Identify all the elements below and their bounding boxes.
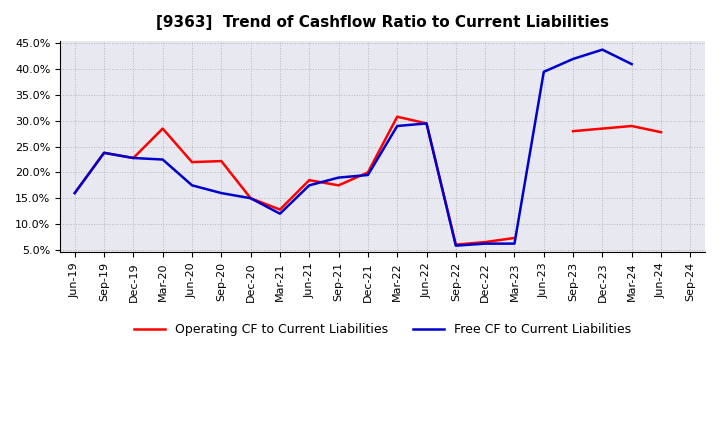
- Free CF to Current Liabilities: [569, 56, 577, 62]
- Free CF to Current Liabilities: [364, 172, 372, 178]
- Free CF to Current Liabilities: [334, 175, 343, 180]
- Free CF to Current Liabilities: [217, 191, 225, 196]
- Operating CF to Current Liabilities: [188, 159, 197, 165]
- Line: Operating CF to Current Liabilities: Operating CF to Current Liabilities: [75, 117, 515, 245]
- Free CF to Current Liabilities: [598, 47, 607, 52]
- Operating CF to Current Liabilities: [481, 239, 490, 245]
- Free CF to Current Liabilities: [276, 211, 284, 216]
- Free CF to Current Liabilities: [188, 183, 197, 188]
- Operating CF to Current Liabilities: [451, 242, 460, 247]
- Operating CF to Current Liabilities: [364, 170, 372, 175]
- Operating CF to Current Liabilities: [246, 196, 255, 201]
- Operating CF to Current Liabilities: [100, 150, 109, 155]
- Free CF to Current Liabilities: [246, 196, 255, 201]
- Operating CF to Current Liabilities: [129, 155, 138, 161]
- Free CF to Current Liabilities: [627, 62, 636, 67]
- Free CF to Current Liabilities: [71, 191, 79, 196]
- Free CF to Current Liabilities: [539, 69, 548, 74]
- Operating CF to Current Liabilities: [276, 207, 284, 212]
- Operating CF to Current Liabilities: [422, 121, 431, 126]
- Operating CF to Current Liabilities: [510, 235, 519, 241]
- Free CF to Current Liabilities: [422, 121, 431, 126]
- Operating CF to Current Liabilities: [393, 114, 402, 119]
- Operating CF to Current Liabilities: [217, 158, 225, 164]
- Free CF to Current Liabilities: [510, 241, 519, 246]
- Free CF to Current Liabilities: [100, 150, 109, 155]
- Free CF to Current Liabilities: [305, 183, 314, 188]
- Operating CF to Current Liabilities: [158, 126, 167, 131]
- Operating CF to Current Liabilities: [305, 177, 314, 183]
- Legend: Operating CF to Current Liabilities, Free CF to Current Liabilities: Operating CF to Current Liabilities, Fre…: [129, 318, 636, 341]
- Operating CF to Current Liabilities: [334, 183, 343, 188]
- Free CF to Current Liabilities: [393, 123, 402, 128]
- Free CF to Current Liabilities: [158, 157, 167, 162]
- Free CF to Current Liabilities: [129, 155, 138, 161]
- Title: [9363]  Trend of Cashflow Ratio to Current Liabilities: [9363] Trend of Cashflow Ratio to Curren…: [156, 15, 609, 30]
- Free CF to Current Liabilities: [451, 243, 460, 248]
- Operating CF to Current Liabilities: [71, 191, 79, 196]
- Line: Free CF to Current Liabilities: Free CF to Current Liabilities: [75, 50, 631, 246]
- Free CF to Current Liabilities: [481, 241, 490, 246]
